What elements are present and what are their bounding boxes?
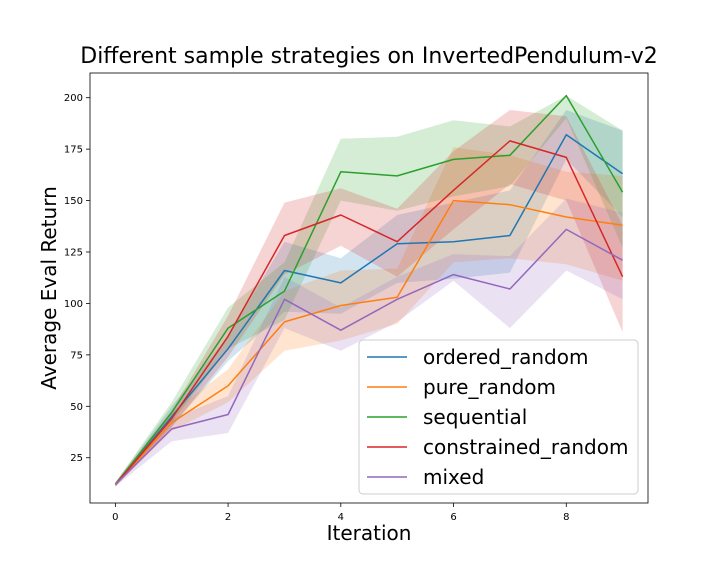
x-tick-label: 0 (112, 512, 118, 523)
line-mixed (114, 228, 623, 486)
legend-label-constrained_random: constrained_random (423, 435, 628, 459)
y-tick-label: 75 (70, 350, 83, 361)
legend-label-pure_random: pure_random (423, 375, 556, 399)
line-pure_random (114, 199, 623, 486)
band-mixed (115, 198, 623, 487)
y-tick-label: 100 (64, 299, 83, 310)
legend: ordered_random pure_random sequential const… (358, 339, 639, 495)
chart-title: Different sample strategies on InvertedP… (80, 44, 658, 69)
y-tick-label: 25 (70, 453, 83, 464)
legend-label-ordered_random: ordered_random (423, 345, 588, 369)
y-tick-label: 125 (64, 247, 83, 258)
x-tick-label: 6 (450, 512, 456, 523)
x-tick-label: 4 (338, 512, 344, 523)
legend-label-mixed: mixed (423, 465, 484, 489)
x-axis-label: Iteration (327, 521, 412, 545)
y-tick-label: 150 (64, 196, 83, 207)
band-pure_random (115, 147, 623, 487)
y-axis-label: Average Eval Return (37, 186, 61, 390)
x-axis: 0 2 4 6 8 (112, 503, 569, 523)
line-ordered_random (114, 133, 624, 485)
plot-area-frame (89, 72, 649, 504)
line-sequential (114, 94, 624, 485)
y-axis: 25 50 75 100 125 150 175 200 (64, 93, 90, 464)
x-tick-label: 2 (225, 512, 231, 523)
line-constrained_random (114, 140, 624, 485)
band-constrained_random (115, 110, 623, 487)
x-tick-label: 8 (563, 512, 569, 523)
series-lines (114, 94, 624, 486)
legend-label-sequential: sequential (423, 405, 527, 429)
y-tick-label: 175 (64, 145, 83, 156)
y-tick-label: 200 (64, 93, 83, 104)
y-tick-label: 50 (70, 402, 83, 413)
legend-box (358, 339, 639, 495)
